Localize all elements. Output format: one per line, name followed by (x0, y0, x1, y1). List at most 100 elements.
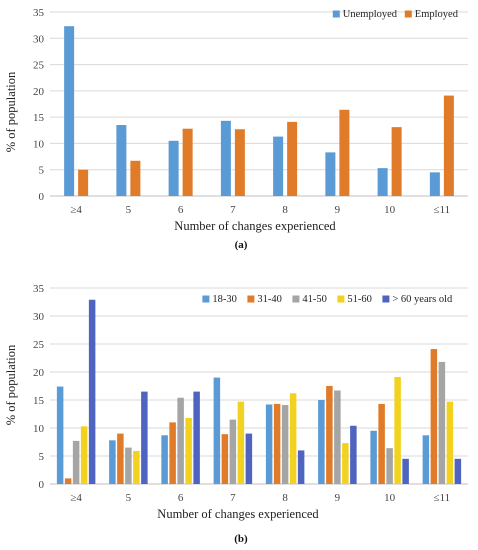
bar-b (402, 458, 409, 484)
gridlines-a (50, 11, 468, 197)
bar-a (339, 109, 350, 196)
bar-b (245, 433, 253, 484)
legend-swatch (202, 295, 210, 303)
x-tick-label: 10 (384, 204, 396, 216)
legend-swatch (247, 295, 255, 303)
bar-b (229, 419, 237, 484)
bar-b (72, 440, 80, 484)
legend-label: 41-50 (302, 294, 327, 305)
y-tick-label: 10 (33, 423, 45, 435)
legend-swatch (332, 10, 340, 18)
y-tick-labels-b: 0 5 10 15 20 25 30 35 (33, 283, 45, 491)
bar-a (273, 136, 284, 196)
x-tick-label: 6 (178, 204, 184, 216)
bar-b (438, 361, 446, 484)
bar-a (429, 172, 440, 196)
bar-b (386, 448, 393, 484)
y-tick-label: 10 (33, 138, 45, 150)
bar-b (133, 450, 140, 484)
legend-swatch (404, 10, 412, 18)
x-tick-labels-a: ≥4 5 6 7 8 9 10 ≤11 (70, 204, 450, 216)
x-tick-label: ≤11 (434, 204, 451, 216)
bar-b (117, 433, 124, 484)
legend-b: 18-30 31-40 41-50 51-60 > 60 years old (202, 294, 453, 305)
bar-b (109, 440, 116, 484)
bar-a (325, 152, 336, 196)
y-tick-label: 35 (33, 7, 45, 19)
bar-b (169, 422, 176, 484)
y-axis-label-a: % of population (4, 71, 18, 152)
y-tick-label: 35 (33, 283, 45, 295)
bar-b (370, 430, 377, 484)
y-tick-label: 25 (33, 339, 45, 351)
bar-b (326, 386, 333, 484)
x-tick-label: ≥4 (70, 204, 82, 216)
bars-a (64, 26, 454, 196)
x-tick-label: 7 (230, 492, 236, 504)
x-tick-label: 9 (335, 492, 341, 504)
legend-label: > 60 years old (392, 294, 453, 305)
bar-b (378, 403, 385, 484)
bar-a (64, 26, 75, 196)
bar-b (289, 393, 297, 484)
legend-label: Employed (415, 9, 459, 20)
bar-b (350, 425, 357, 484)
bar-b (273, 403, 281, 484)
bar-b (221, 434, 229, 484)
x-tick-label: 10 (384, 492, 396, 504)
x-axis-label-b: Number of changes experienced (157, 507, 319, 521)
x-tick-label: ≥4 (70, 492, 82, 504)
bar-b (422, 435, 430, 484)
bar-a (78, 169, 89, 196)
bar-b (125, 447, 132, 484)
x-tick-label: 8 (282, 492, 288, 504)
bar-b (141, 391, 148, 484)
bar-b (454, 458, 462, 484)
bar-b (185, 417, 192, 484)
bar-b (446, 401, 454, 484)
bar-b (334, 390, 341, 484)
panel-label-a: (a) (235, 239, 248, 251)
x-tick-labels-b: ≥4 5 6 7 8 9 10 ≤11 (70, 492, 450, 504)
bar-b (213, 377, 221, 484)
y-tick-label: 25 (33, 60, 45, 72)
legend-label: 18-30 (212, 294, 237, 305)
legend-swatch (382, 295, 390, 303)
y-tick-label: 20 (33, 86, 45, 98)
y-tick-label: 30 (33, 311, 45, 323)
legend-swatch (292, 295, 300, 303)
bar-a (116, 125, 127, 196)
bar-a (443, 95, 454, 196)
panel-label-b: (b) (234, 533, 248, 545)
y-tick-label: 30 (33, 33, 45, 45)
x-tick-label: 6 (178, 492, 184, 504)
bar-a (182, 128, 193, 196)
bar-b (193, 391, 200, 484)
bar-b (342, 443, 349, 484)
bar-a (220, 120, 231, 196)
bar-b (281, 405, 289, 484)
bar-b (177, 397, 184, 484)
x-tick-label: 5 (126, 204, 132, 216)
bar-b (237, 401, 245, 484)
bar-b (430, 349, 438, 484)
bar-a (234, 129, 245, 196)
bar-b (88, 299, 96, 484)
bar-b (56, 386, 64, 484)
bar-b (297, 450, 305, 484)
x-tick-label: 8 (282, 204, 288, 216)
bars-b (56, 299, 462, 484)
x-tick-label: 5 (126, 492, 132, 504)
bar-b (80, 426, 88, 484)
legend-label: 31-40 (257, 294, 282, 305)
y-tick-label: 5 (39, 451, 45, 463)
bar-b (161, 435, 168, 484)
y-tick-label: 20 (33, 367, 45, 379)
legend-swatch (337, 295, 345, 303)
y-tick-labels-a: 0 5 10 15 20 25 30 35 (33, 7, 45, 203)
legend-a: Unemployed Employed (332, 9, 459, 20)
y-tick-label: 5 (39, 165, 45, 177)
bar-b (318, 400, 325, 484)
y-tick-label: 15 (33, 112, 45, 124)
